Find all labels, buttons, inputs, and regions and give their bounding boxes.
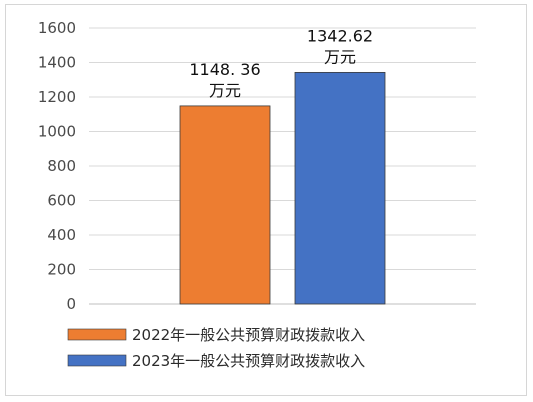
y-tick-label: 1400 <box>38 54 76 72</box>
data-label-line: 1342.62 <box>307 26 373 45</box>
data-label-line: 万元 <box>209 81 241 100</box>
legend-label-2: 2023年一般公共预算财政拨款收入 <box>132 352 365 370</box>
chart-frame: 0 200 400 600 800 1000 1200 1400 1600 1148. 36 万元… <box>5 4 527 396</box>
legend-swatch-1 <box>67 328 127 341</box>
y-tick-label: 1200 <box>38 88 76 106</box>
gridlines <box>89 27 476 305</box>
data-label-line: 1148. 36 <box>189 60 260 79</box>
y-tick-label: 0 <box>66 295 76 313</box>
bar-chart: 0 200 400 600 800 1000 1200 1400 1600 1148. 36 万元… <box>38 19 476 370</box>
legend: 2022年一般公共预算财政拨款收入 2023年一般公共预算财政拨款收入 <box>67 326 365 370</box>
legend-label-1: 2022年一般公共预算财政拨款收入 <box>132 326 365 344</box>
data-label-1: 1148. 36 万元 <box>189 60 260 100</box>
bar-1 <box>179 105 271 305</box>
data-labels: 1148. 36 万元 1342.62 万元 <box>189 26 373 100</box>
y-tick-label: 400 <box>47 226 76 244</box>
data-label-line: 万元 <box>324 47 356 66</box>
y-tick-label: 600 <box>47 192 76 210</box>
y-axis: 0 200 400 600 800 1000 1200 1400 1600 <box>38 19 76 313</box>
bar-2 <box>294 71 386 305</box>
y-tick-label: 1000 <box>38 123 76 141</box>
y-tick-label: 200 <box>47 261 76 279</box>
legend-swatch-2 <box>67 354 127 367</box>
data-label-2: 1342.62 万元 <box>307 26 373 66</box>
y-tick-label: 800 <box>47 157 76 175</box>
bars <box>179 71 386 305</box>
y-tick-label: 1600 <box>38 19 76 37</box>
